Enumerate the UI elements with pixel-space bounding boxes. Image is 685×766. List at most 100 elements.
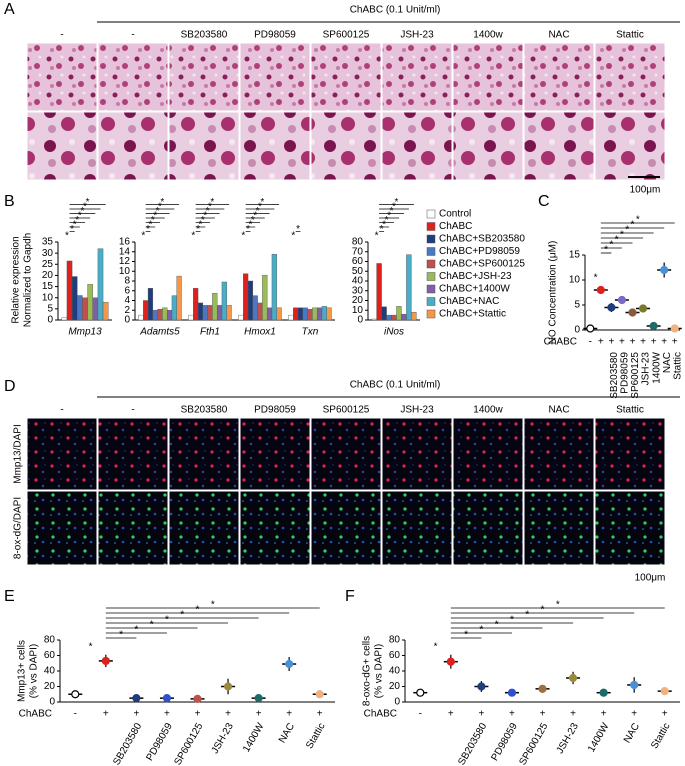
micrograph [452,417,524,491]
category-label: SB203580 [609,352,620,399]
micrograph [97,42,169,112]
micrograph [381,417,453,491]
mean-dot [193,694,202,704]
column-label: NAC [548,405,569,416]
significance: * [119,630,123,641]
sign-label: + [619,337,625,348]
bar [77,295,83,321]
legend-label: ChABC+PD98059 [439,246,520,257]
sign-label: + [133,709,139,720]
mean-dot [71,690,80,699]
sign-label: + [608,337,614,348]
panel-label: D [4,378,16,395]
category-label: SP600125 [517,721,550,766]
significance: * [387,211,391,222]
bar [61,317,68,321]
bar [207,305,213,321]
significance: * [165,615,169,626]
significance: * [390,206,394,217]
micrograph [239,42,311,112]
micrograph [594,490,666,566]
legend-label: ChABC+1400W [439,284,510,295]
micrograph [523,42,595,112]
mean-dot [660,265,669,275]
panel-label: B [4,193,15,210]
significance: * [75,215,79,226]
bar [288,314,294,321]
y-axis-label: Mmp13+ cells [17,640,28,702]
significance: * [191,231,195,242]
significance: * [380,224,384,235]
y-tick-label: 4 [124,295,130,306]
bar [221,281,227,321]
mean-dot [628,308,637,317]
bar [102,301,109,321]
legend-label: ChABC+NAC [439,296,499,307]
bar [376,263,382,321]
bar [143,300,149,321]
category-label: JSH-23 [210,721,236,756]
category-label: Stattic [649,721,672,751]
panel-label: E [4,588,15,605]
significance: * [260,197,264,208]
significance: * [203,211,207,222]
y-tick-label: 70 [352,246,364,257]
group-header: ChABC (0.1 Unit/ml) [350,380,441,391]
column-label: 1400w [473,405,503,416]
bar [316,307,323,321]
x-axis-label: ChABC [364,709,397,720]
significance: * [201,215,205,226]
sign-label: + [631,709,637,720]
bar [411,312,417,321]
column-label: Stattic [616,30,644,41]
micrograph [523,490,595,566]
sign-label: - [589,337,592,348]
y-tick-label: 40 [389,666,401,677]
micrograph [523,111,595,181]
significance: * [510,615,514,626]
category-label: JSH-23 [555,721,581,756]
significance: * [246,224,250,235]
bar [238,314,244,321]
significance: * [78,211,82,222]
y-tick-label: 10 [569,275,581,286]
bar [276,307,282,321]
y-tick-label: 80 [44,635,56,646]
bar [312,307,318,321]
significance: * [615,235,619,246]
y-tick-label: 20 [44,681,56,692]
micrograph [26,490,98,566]
y-tick-label: 5 [574,300,580,311]
panel-label: F [345,588,355,605]
column-label: SB203580 [181,405,228,416]
significance: * [525,610,529,621]
significance: * [151,215,155,226]
category-label: 1400W [651,351,662,383]
significance: * [180,610,184,621]
bar [66,260,73,321]
panel-label: A [4,1,15,18]
micrograph [97,490,169,566]
legend-swatch [426,222,436,231]
significance: * [392,202,396,213]
significance: * [80,206,84,217]
y-tick-label: 20 [352,295,364,306]
column-label: PD98059 [254,30,296,41]
legend-swatch [426,297,436,306]
significance: * [73,220,77,231]
y-tick-label: 6 [124,285,130,296]
significance: * [464,630,468,641]
y-axis-label: Normalized to Gapdh [23,233,34,328]
mean-dot [162,694,172,703]
category-label: Txn [302,327,319,338]
category-label: NAC [277,721,297,745]
y-axis-label: 8-oxo-dG+ cells [362,636,373,706]
category-label: PD98059 [620,352,631,394]
category-label: SB203580 [111,721,144,766]
mean-dot [132,694,141,703]
scale-label: 100μm [635,573,666,584]
micrograph [310,490,382,566]
mean-dot [638,304,648,313]
column-label: Stattic [616,405,644,416]
sign-label: + [601,709,607,720]
